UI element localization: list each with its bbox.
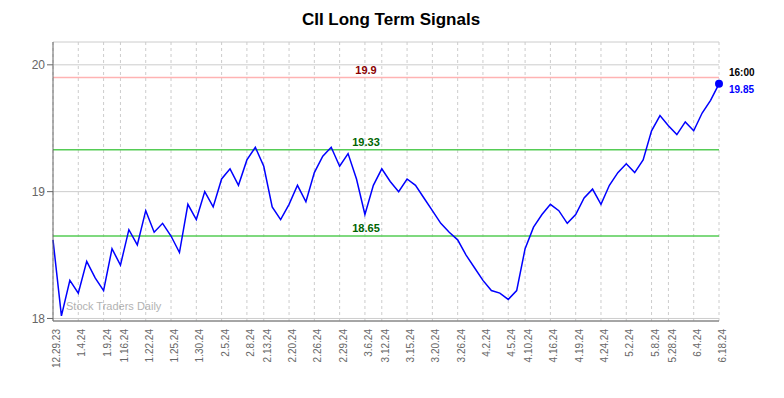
svg-text:3.12.24: 3.12.24 [380,329,391,363]
svg-text:1.4.24: 1.4.24 [76,329,87,357]
svg-text:1.9.24: 1.9.24 [102,329,113,357]
svg-text:6.4.24: 6.4.24 [692,329,703,357]
svg-text:4.16.24: 4.16.24 [548,329,559,363]
svg-text:2.20.24: 2.20.24 [287,329,298,363]
svg-text:1.16.24: 1.16.24 [119,329,130,363]
svg-text:3.26.24: 3.26.24 [456,329,467,363]
svg-text:4.5.24: 4.5.24 [506,329,517,357]
svg-text:19.9: 19.9 [355,64,376,76]
svg-text:3.15.24: 3.15.24 [405,329,416,363]
svg-text:4.2.24: 4.2.24 [481,329,492,357]
svg-text:1.30.24: 1.30.24 [194,329,205,363]
svg-text:19.33: 19.33 [352,136,380,148]
svg-text:5.2.24: 5.2.24 [624,329,635,357]
svg-text:19.85: 19.85 [729,84,754,95]
svg-text:1.25.24: 1.25.24 [169,329,180,363]
svg-text:2.29.24: 2.29.24 [338,329,349,363]
html-text:Stock Traders Daily: Stock Traders Daily [66,300,162,312]
svg-text:18.65: 18.65 [352,222,380,234]
svg-text:4.10.24: 4.10.24 [523,329,534,363]
svg-text:2.5.24: 2.5.24 [220,329,231,357]
svg-text:5.8.24: 5.8.24 [650,329,661,357]
svg-text:2.13.24: 2.13.24 [262,329,273,363]
svg-text:5.28.24: 5.28.24 [667,329,678,363]
svg-text:16:00: 16:00 [729,67,755,78]
svg-text:2.8.24: 2.8.24 [245,329,256,357]
svg-text:12.29.23: 12.29.23 [51,329,62,368]
svg-text:1.22.24: 1.22.24 [144,329,155,363]
svg-text:20: 20 [32,58,46,72]
svg-text:6.18.24: 6.18.24 [717,329,728,363]
svg-text:2.26.24: 2.26.24 [312,329,323,363]
svg-text:19: 19 [32,185,46,199]
svg-text:4.19.24: 4.19.24 [574,329,585,363]
svg-text:4.24.24: 4.24.24 [599,329,610,363]
svg-text:3.6.24: 3.6.24 [363,329,374,357]
svg-text:3.20.24: 3.20.24 [430,329,441,363]
html-text:CII Long Term Signals: CII Long Term Signals [301,10,481,29]
svg-text:18: 18 [32,312,46,326]
